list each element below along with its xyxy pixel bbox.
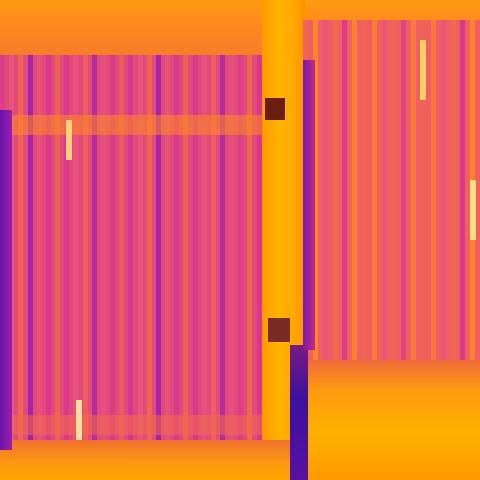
left-panel-rib-6 bbox=[55, 55, 60, 460]
left-panel-rib-12 bbox=[110, 55, 115, 460]
left-panel-rib-7 bbox=[64, 55, 69, 460]
left-panel-rib-18 bbox=[165, 55, 170, 460]
right-panel-rib-5 bbox=[352, 20, 357, 365]
bottom-right-warm-area bbox=[290, 360, 480, 480]
left-panel-rib-10 bbox=[92, 55, 97, 460]
left-panel-rib-9 bbox=[83, 55, 88, 460]
right-panel-rib-7 bbox=[372, 20, 377, 365]
cold-seam-lower bbox=[290, 345, 308, 480]
hot-dark-spot-upper bbox=[265, 98, 285, 120]
left-panel-rib-20 bbox=[183, 55, 188, 460]
left-panel-band-1 bbox=[0, 415, 275, 435]
left-panel-rib-27 bbox=[247, 55, 252, 460]
right-panel-rib-4 bbox=[342, 20, 347, 365]
left-panel-rib-15 bbox=[138, 55, 143, 460]
left-panel-band-0 bbox=[0, 115, 275, 135]
left-panel-rib-16 bbox=[147, 55, 152, 460]
right-panel-cold-edge bbox=[303, 60, 315, 350]
right-panel-rib-14 bbox=[441, 20, 446, 365]
right-panel-rib-15 bbox=[451, 20, 456, 365]
left-panel-rib-17 bbox=[156, 55, 161, 460]
pale-hotspot-right-1 bbox=[420, 40, 426, 100]
right-ribbed-panel bbox=[303, 20, 480, 365]
pale-hotspot-left-1 bbox=[66, 120, 72, 160]
right-panel-rib-3 bbox=[333, 20, 338, 365]
right-panel-rib-8 bbox=[382, 20, 387, 365]
left-panel-rib-11 bbox=[101, 55, 106, 460]
left-panel-rib-3 bbox=[28, 55, 33, 460]
left-panel-rib-5 bbox=[46, 55, 51, 460]
left-panel-rib-25 bbox=[229, 55, 234, 460]
left-panel-rib-23 bbox=[211, 55, 216, 460]
right-panel-rib-9 bbox=[392, 20, 397, 365]
left-cold-edge bbox=[0, 110, 12, 450]
right-panel-rib-11 bbox=[411, 20, 416, 365]
right-panel-rib-10 bbox=[401, 20, 406, 365]
left-panel-rib-28 bbox=[257, 55, 262, 460]
left-panel-rib-8 bbox=[73, 55, 78, 460]
left-panel-rib-4 bbox=[37, 55, 42, 460]
left-panel-rib-19 bbox=[174, 55, 179, 460]
left-panel-rib-2 bbox=[18, 55, 23, 460]
left-panel-rib-26 bbox=[238, 55, 243, 460]
left-panel-rib-22 bbox=[202, 55, 207, 460]
left-panel-rib-14 bbox=[128, 55, 133, 460]
right-panel-rib-16 bbox=[460, 20, 465, 365]
pale-hotspot-left-2 bbox=[76, 400, 82, 440]
right-panel-rib-2 bbox=[323, 20, 328, 365]
right-panel-rib-12 bbox=[421, 20, 426, 365]
hot-dark-spot-lower bbox=[268, 318, 290, 342]
left-panel-rib-13 bbox=[119, 55, 124, 460]
right-panel-rib-13 bbox=[431, 20, 436, 365]
bottom-left-warm-band bbox=[0, 440, 295, 480]
right-panel-rib-1 bbox=[313, 20, 318, 365]
pale-hotspot-right-2 bbox=[470, 180, 476, 240]
left-ribbed-panel bbox=[0, 55, 275, 479]
left-panel-rib-21 bbox=[193, 55, 198, 460]
right-panel-rib-6 bbox=[362, 20, 367, 365]
left-panel-rib-24 bbox=[220, 55, 225, 460]
